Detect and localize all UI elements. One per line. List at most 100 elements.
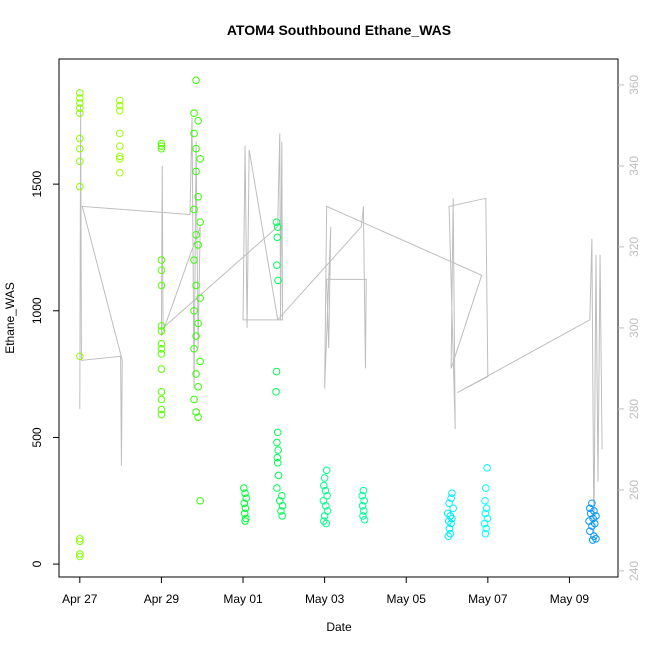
y2-tick-label: 320	[627, 237, 641, 257]
data-point	[157, 281, 166, 290]
data-point	[76, 134, 84, 143]
y-axis-label: Ethane_WAS	[3, 282, 17, 354]
data-point	[449, 504, 457, 513]
data-point	[157, 256, 166, 264]
data-point	[196, 218, 204, 226]
data-point	[76, 550, 84, 558]
data-point	[115, 168, 124, 177]
data-point	[192, 370, 200, 378]
data-point	[242, 494, 251, 503]
data-point	[358, 502, 367, 510]
data-point	[157, 142, 166, 150]
data-point	[241, 489, 249, 497]
data-point	[446, 529, 455, 538]
data-point	[76, 534, 84, 543]
data-point	[481, 496, 489, 505]
data-point	[278, 512, 286, 520]
data-point	[76, 104, 84, 112]
data-point	[320, 517, 328, 525]
data-point	[76, 157, 84, 166]
data-point	[190, 109, 198, 118]
data-point	[240, 509, 249, 518]
data-point	[192, 332, 200, 340]
y-tick-label: 500	[30, 427, 44, 447]
data-point	[115, 106, 124, 115]
data-point	[272, 367, 281, 376]
data-point	[323, 491, 331, 500]
chart-title: ATOM4 Southbound Ethane_WAS	[227, 22, 451, 38]
data-point	[115, 142, 124, 150]
data-point	[196, 155, 204, 163]
data-point	[273, 233, 282, 242]
data-point	[274, 471, 283, 480]
data-point	[194, 192, 202, 201]
data-point	[194, 382, 202, 391]
data-point	[272, 388, 280, 396]
x-tick-label: May 05	[387, 592, 427, 606]
data-point	[115, 96, 124, 105]
data-point	[76, 99, 84, 107]
x-tick-label: May 03	[305, 592, 345, 606]
data-point	[320, 481, 328, 490]
data-point	[115, 101, 124, 110]
data-point	[76, 94, 84, 102]
x-tick-label: May 09	[550, 592, 590, 606]
data-point	[194, 241, 202, 249]
data-point	[192, 144, 200, 153]
data-point	[157, 410, 166, 419]
data-point	[157, 365, 166, 373]
data-point	[482, 524, 491, 533]
x-tick-label: May 01	[223, 592, 263, 606]
y2-tick-label: 360	[627, 75, 641, 95]
data-point	[277, 491, 286, 500]
y-tick-label: 0	[30, 560, 44, 567]
data-point	[447, 519, 455, 528]
data-point	[447, 494, 455, 503]
data-point	[444, 509, 452, 518]
data-point	[240, 499, 249, 508]
data-point	[190, 256, 198, 264]
data-point	[273, 261, 281, 269]
data-point	[588, 522, 596, 530]
data-point	[190, 344, 198, 353]
data-point	[76, 352, 84, 361]
data-point	[273, 458, 282, 467]
data-point	[321, 486, 330, 495]
data-point	[322, 502, 330, 510]
data-point	[115, 152, 124, 161]
y2-tick-label: 340	[627, 156, 641, 176]
data-point	[192, 167, 200, 176]
data-point	[359, 512, 367, 520]
data-point	[190, 306, 198, 315]
data-point	[322, 519, 331, 528]
data-point	[76, 552, 84, 561]
data-point	[157, 350, 166, 358]
data-point	[272, 218, 281, 226]
data-point	[359, 486, 368, 495]
data-point	[588, 499, 596, 508]
y-tick-label: 1500	[30, 170, 44, 197]
data-point	[359, 507, 368, 515]
data-point	[278, 502, 287, 510]
data-point	[192, 281, 200, 290]
data-point	[157, 395, 166, 404]
data-point	[157, 405, 166, 414]
data-point	[76, 109, 84, 118]
data-point	[241, 517, 249, 525]
y2-tick-label: 300	[627, 318, 641, 338]
data-point	[448, 489, 456, 497]
data-point	[192, 408, 200, 416]
x-axis-label: Date	[326, 620, 352, 634]
data-point	[273, 453, 282, 462]
data-point	[196, 294, 204, 302]
data-point	[115, 129, 124, 138]
data-point	[482, 504, 491, 513]
data-point	[444, 532, 453, 541]
data-point	[445, 499, 453, 508]
data-point	[590, 532, 598, 541]
x-tick-label: May 07	[468, 592, 508, 606]
data-point	[277, 507, 285, 515]
data-point	[320, 474, 329, 482]
data-point	[592, 534, 600, 543]
data-point	[157, 327, 166, 335]
